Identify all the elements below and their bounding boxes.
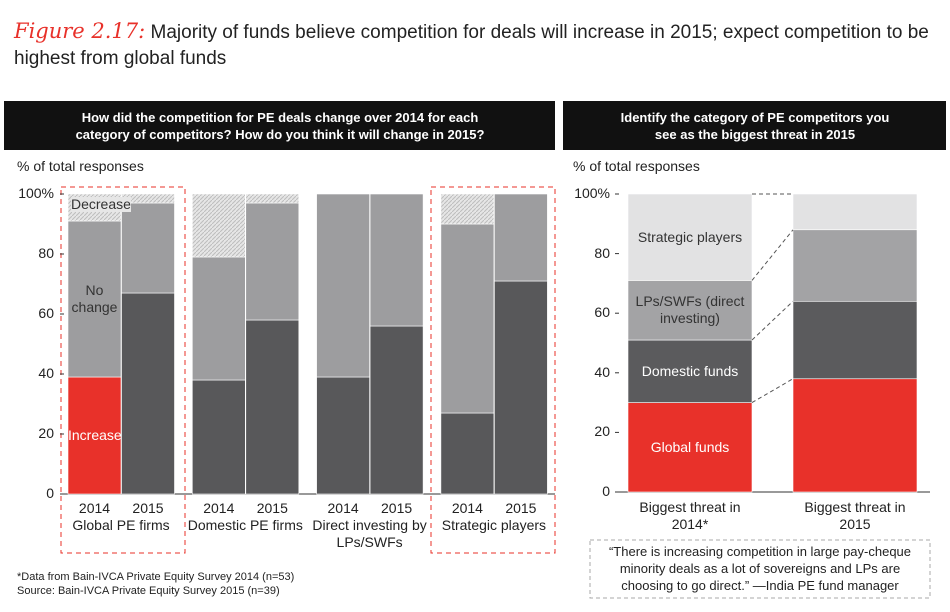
segment-label: Domestic funds xyxy=(641,362,739,379)
y-tick-label: 0 xyxy=(602,483,610,499)
y-tick-label: 80 xyxy=(594,244,610,261)
bar-segment xyxy=(494,193,548,282)
bar-segment xyxy=(369,325,424,495)
footnote: *Data from Bain-IVCA Private Equity Surv… xyxy=(17,571,295,583)
group-label: Domestic PE firms xyxy=(187,517,303,533)
highlight-box xyxy=(430,186,556,554)
bar-segment xyxy=(67,220,122,378)
bar-segment xyxy=(792,229,918,302)
x-tick-label: 2015 xyxy=(381,500,413,516)
bar-segment xyxy=(440,412,495,495)
y-tick-label: 40 xyxy=(38,365,54,381)
x-tick-label: 2014 xyxy=(451,500,483,516)
y-tick-label: 100% xyxy=(18,185,54,201)
bar-segment xyxy=(627,193,753,281)
bar-segment xyxy=(245,319,300,495)
left-header: How did the competition for PE deals cha… xyxy=(75,110,485,142)
bar-segment xyxy=(440,223,495,414)
bar-segment xyxy=(192,256,246,381)
group-label: Direct investing by LPs/SWFs xyxy=(312,517,427,550)
connector xyxy=(751,300,794,341)
segment-label: Increase xyxy=(68,427,122,443)
y-tick-label: 100% xyxy=(574,185,610,201)
bar-segment xyxy=(792,378,918,493)
footnote: Source: Bain-IVCA Private Equity Survey … xyxy=(17,585,280,597)
bar-segment xyxy=(369,193,424,327)
x-tick-label: 2015 xyxy=(505,500,537,516)
x-tick-label: 2015 xyxy=(132,500,164,516)
quote: “There is increasing competition in larg… xyxy=(608,544,912,593)
bar-segment xyxy=(67,376,122,495)
bar-segment xyxy=(245,193,300,204)
segment-label: Global funds xyxy=(650,438,730,455)
bar-segment xyxy=(627,280,753,341)
quote-box xyxy=(589,539,931,599)
figure-label: Figure 2.17: xyxy=(14,19,146,43)
figure-title: Majority of funds believe competition fo… xyxy=(14,22,929,69)
bar-segment xyxy=(192,193,246,258)
bar-segment xyxy=(440,193,495,225)
x-tick-label: 2014 xyxy=(327,500,359,516)
bar-segment xyxy=(316,193,370,378)
y-tick-label: 20 xyxy=(38,425,54,441)
x-tick-label: Biggest threat in 2015 xyxy=(804,499,906,532)
bar-segment xyxy=(121,292,175,495)
bar-segment xyxy=(792,300,918,380)
bar-segment xyxy=(627,402,753,493)
y-tick-label: 0 xyxy=(46,485,54,501)
x-tick-label: 2015 xyxy=(256,500,288,516)
connector xyxy=(751,229,794,281)
left-header-bg xyxy=(4,101,555,150)
group-label: Global PE firms xyxy=(72,517,170,533)
y-tick-label: 80 xyxy=(38,245,54,261)
bar-segment xyxy=(192,379,246,495)
bar-segment xyxy=(792,193,918,231)
x-tick-label: Biggest threat in 2014* xyxy=(639,499,741,532)
right-header: Identify the category of PE competitors … xyxy=(620,110,890,142)
bar-segment xyxy=(121,202,175,294)
y-tick-label: 40 xyxy=(594,363,610,380)
figure-heading: Figure 2.17: Majority of funds believe c… xyxy=(14,18,944,72)
segment-label: No change xyxy=(71,282,118,315)
connector xyxy=(751,378,794,404)
y-tick-label: 60 xyxy=(38,305,54,321)
x-tick-label: 2014 xyxy=(203,500,235,516)
group-label: Strategic players xyxy=(441,517,547,533)
highlight-box xyxy=(60,186,186,554)
bar-segment xyxy=(494,280,548,495)
segment-label: LPs/SWFs (direct investing) xyxy=(635,293,745,327)
right-header-bg xyxy=(563,101,946,150)
y-axis-label: % of total responses xyxy=(573,158,700,174)
x-tick-label: 2014 xyxy=(78,500,111,516)
bar-segment xyxy=(627,339,753,403)
y-tick-label: 20 xyxy=(594,423,610,440)
y-tick-label: 60 xyxy=(594,304,610,321)
segment-label: Strategic players xyxy=(637,228,743,245)
bar-segment xyxy=(316,376,370,495)
segment-label: Decrease xyxy=(71,196,131,212)
bar-segment xyxy=(245,202,300,321)
y-axis-label: % of total responses xyxy=(17,158,144,174)
